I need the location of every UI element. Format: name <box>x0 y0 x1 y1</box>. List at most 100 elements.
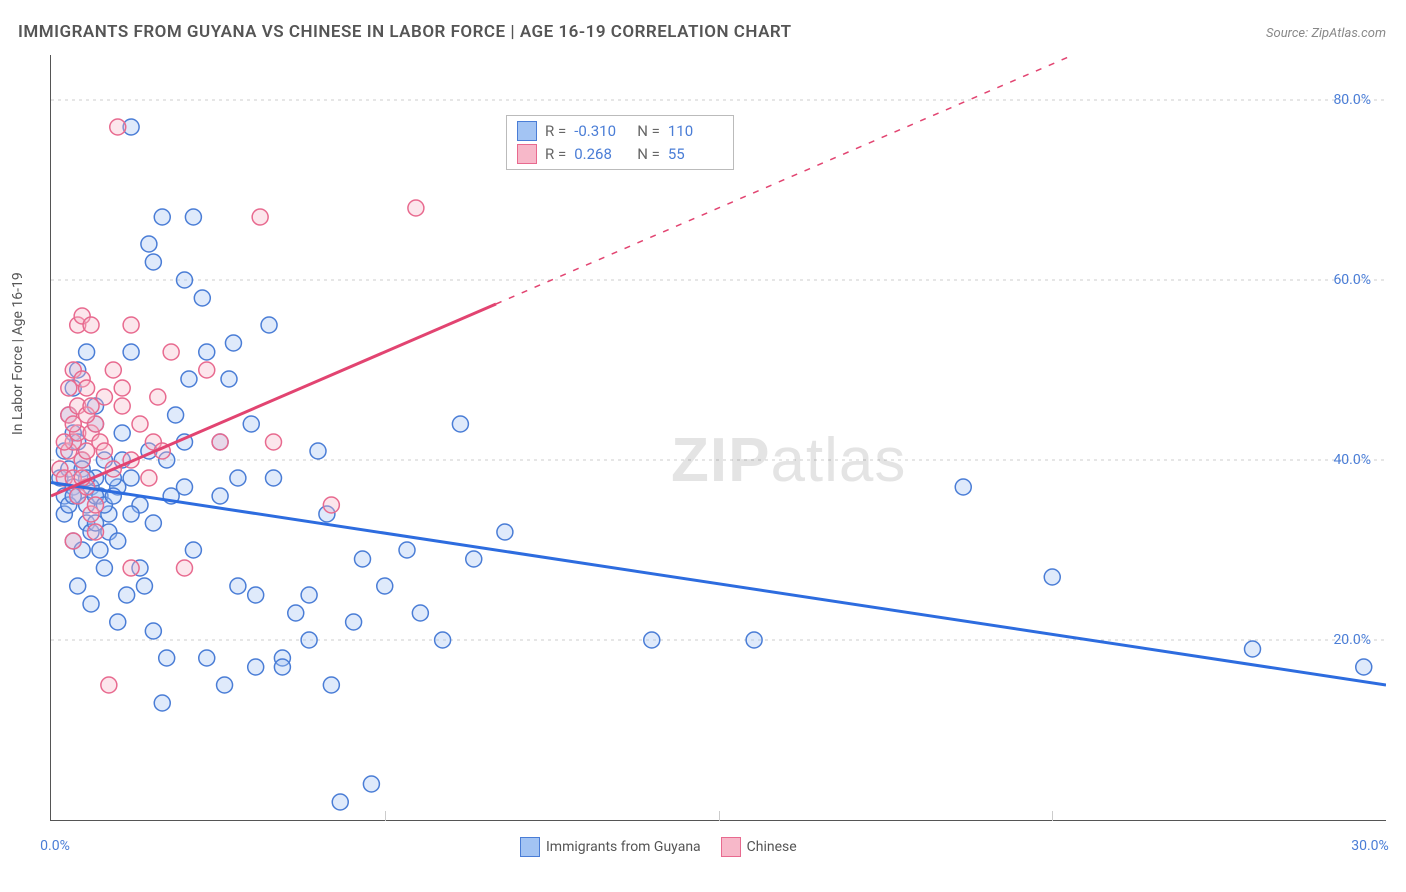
r-value-guyana: -0.310 <box>574 120 629 143</box>
y-tick-label: 20.0% <box>1333 632 1371 648</box>
scatter-point <box>332 794 348 810</box>
legend-row-2: R = 0.268 N = 55 <box>517 143 723 166</box>
scatter-point <box>65 416 81 432</box>
scatter-point <box>123 560 139 576</box>
scatter-point <box>221 371 237 387</box>
scatter-point <box>101 677 117 693</box>
scatter-point <box>355 551 371 567</box>
scatter-point <box>955 479 971 495</box>
plot-area: ZIPatlas 20.0%40.0%60.0%80.0% R = -0.310… <box>50 55 1386 821</box>
legend-row-1: R = -0.310 N = 110 <box>517 120 723 143</box>
legend-swatch-chinese-bottom <box>721 837 741 857</box>
scatter-point <box>217 677 233 693</box>
scatter-point <box>412 605 428 621</box>
scatter-point <box>96 443 112 459</box>
scatter-point <box>363 776 379 792</box>
scatter-point <box>266 470 282 486</box>
n-value-guyana: 110 <box>668 120 723 143</box>
scatter-point <box>145 515 161 531</box>
n-label: N = <box>637 120 660 143</box>
scatter-point <box>123 317 139 333</box>
scatter-point <box>96 560 112 576</box>
scatter-point <box>288 605 304 621</box>
scatter-point <box>212 434 228 450</box>
source-label: Source: <box>1266 26 1311 41</box>
scatter-point <box>61 380 77 396</box>
r-label-2: R = <box>545 143 566 166</box>
n-value-chinese: 55 <box>668 143 723 166</box>
scatter-point <box>79 380 95 396</box>
scatter-point <box>177 479 193 495</box>
scatter-point <box>177 272 193 288</box>
scatter-point <box>154 209 170 225</box>
y-tick-label: 80.0% <box>1333 92 1371 108</box>
n-label-2: N = <box>637 143 660 166</box>
y-tick-label: 60.0% <box>1333 272 1371 288</box>
legend-label-guyana: Immigrants from Guyana <box>546 839 701 855</box>
scatter-point <box>399 542 415 558</box>
source-attribution: Source: ZipAtlas.com <box>1266 26 1386 41</box>
scatter-point <box>123 506 139 522</box>
scatter-point <box>181 371 197 387</box>
scatter-point <box>435 632 451 648</box>
scatter-point <box>177 560 193 576</box>
scatter-point <box>199 650 215 666</box>
scatter-point <box>168 407 184 423</box>
scatter-point <box>248 659 264 675</box>
series-legend: Immigrants from Guyana Chinese <box>520 837 797 857</box>
scatter-point <box>141 236 157 252</box>
scatter-point <box>70 578 86 594</box>
scatter-point <box>88 524 104 540</box>
scatter-point <box>408 200 424 216</box>
legend-label-chinese: Chinese <box>747 839 797 855</box>
scatter-point <box>123 470 139 486</box>
scatter-point <box>644 632 660 648</box>
legend-swatch-chinese <box>517 144 537 164</box>
scatter-point <box>123 344 139 360</box>
legend-swatch-guyana-bottom <box>520 837 540 857</box>
scatter-point <box>88 497 104 513</box>
y-axis-label: In Labor Force | Age 16-19 <box>10 272 26 435</box>
scatter-point <box>136 578 152 594</box>
r-label: R = <box>545 120 566 143</box>
scatter-point <box>154 695 170 711</box>
trend-line-dashed <box>496 55 1073 304</box>
scatter-point <box>114 380 130 396</box>
scatter-point <box>261 317 277 333</box>
scatter-point <box>83 317 99 333</box>
scatter-point <box>185 542 201 558</box>
scatter-point <box>199 362 215 378</box>
scatter-point <box>323 677 339 693</box>
scatter-point <box>452 416 468 432</box>
scatter-point <box>56 434 72 450</box>
scatter-point <box>132 416 148 432</box>
scatter-point <box>110 614 126 630</box>
scatter-point <box>79 344 95 360</box>
scatter-point <box>114 398 130 414</box>
x-tick-0: 0.0% <box>40 838 70 854</box>
scatter-point <box>105 362 121 378</box>
scatter-point <box>199 344 215 360</box>
correlation-legend-box: R = -0.310 N = 110 R = 0.268 N = 55 <box>506 115 734 170</box>
scatter-point <box>145 254 161 270</box>
scatter-point <box>83 398 99 414</box>
scatter-point <box>230 578 246 594</box>
scatter-point <box>225 335 241 351</box>
trend-line <box>51 483 1386 686</box>
scatter-point <box>141 470 157 486</box>
scatter-point <box>110 533 126 549</box>
scatter-point <box>185 209 201 225</box>
scatter-point <box>1044 569 1060 585</box>
scatter-point <box>159 650 175 666</box>
scatter-point <box>266 434 282 450</box>
scatter-point <box>1245 641 1261 657</box>
scatter-point <box>150 389 166 405</box>
r-value-chinese: 0.268 <box>574 143 629 166</box>
chart-title: IMMIGRANTS FROM GUYANA VS CHINESE IN LAB… <box>18 22 792 42</box>
scatter-point <box>83 596 99 612</box>
scatter-point <box>466 551 482 567</box>
scatter-point <box>274 659 290 675</box>
scatter-point <box>145 623 161 639</box>
scatter-point <box>248 587 264 603</box>
x-tick-30: 30.0% <box>1351 838 1389 854</box>
